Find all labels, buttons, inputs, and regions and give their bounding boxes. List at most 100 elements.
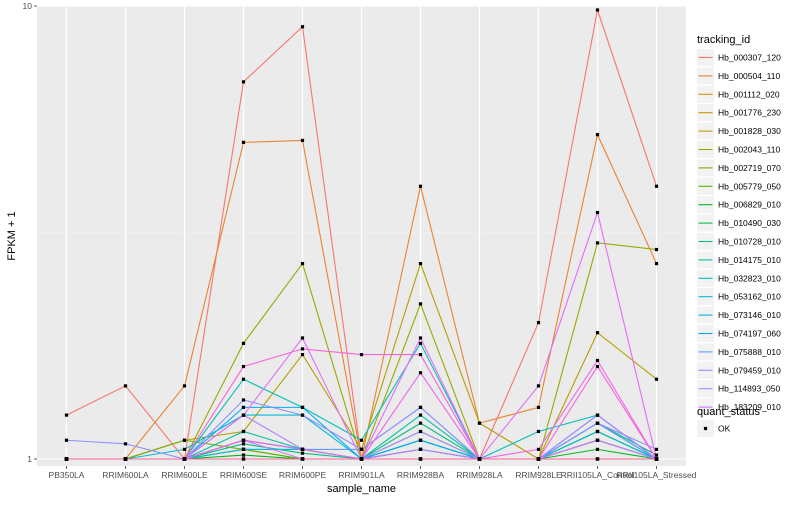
data-point xyxy=(595,413,600,417)
x-tick-label: RRIM901LA xyxy=(338,470,385,480)
data-point xyxy=(595,133,600,137)
legend-item-label: Hb_006829_010 xyxy=(718,200,781,210)
legend-item-label: Hb_000307_120 xyxy=(718,53,781,63)
data-point xyxy=(300,405,305,409)
data-point xyxy=(300,457,305,461)
legend-item-label: Hb_002043_110 xyxy=(718,145,781,155)
legend-item-label: Hb_079459_010 xyxy=(718,365,781,375)
data-point xyxy=(123,457,128,461)
x-tick-label: RRII105LA_Control xyxy=(561,470,635,480)
x-tick-label: RRIM600SE xyxy=(220,470,268,480)
data-point xyxy=(418,413,423,417)
data-point xyxy=(418,302,423,306)
legend-item-label: Hb_073146_010 xyxy=(718,310,781,320)
data-point xyxy=(595,364,600,369)
legend-item-label: Hb_001828_030 xyxy=(718,126,781,136)
data-point xyxy=(536,321,541,325)
x-tick-label: RRIM928BA xyxy=(397,470,445,480)
data-point xyxy=(300,447,305,451)
data-point xyxy=(595,447,600,451)
data-point xyxy=(418,184,423,188)
data-point xyxy=(241,413,246,417)
data-point xyxy=(654,247,659,252)
data-point xyxy=(418,421,423,425)
data-point xyxy=(418,429,423,434)
y-tick-label: 10 xyxy=(23,1,33,11)
data-point xyxy=(241,140,246,144)
data-point xyxy=(241,447,246,451)
data-point xyxy=(241,377,246,381)
data-point xyxy=(300,352,305,357)
data-point xyxy=(241,429,246,434)
x-tick-label: RRIM600PE xyxy=(279,470,327,480)
shape-legend-label: OK xyxy=(718,424,731,434)
legend-item-label: Hb_075888_010 xyxy=(718,347,781,357)
data-point xyxy=(300,413,305,417)
x-tick-label: RRII105LA_Stressed xyxy=(617,470,697,480)
axes: 1 10 PB350LA RRIM600LA RRIM600LE RRIM600SE RRI… xyxy=(23,1,697,480)
legend-title: tracking_id xyxy=(697,34,750,46)
data-point xyxy=(595,241,600,245)
data-point xyxy=(300,336,305,340)
legend-item-label: Hb_032823_010 xyxy=(718,273,781,283)
data-point xyxy=(359,447,364,451)
data-point xyxy=(241,438,246,442)
data-point xyxy=(418,341,423,345)
data-point xyxy=(595,8,600,12)
data-point xyxy=(595,210,600,215)
legend-item-label: Hb_000504_110 xyxy=(718,71,781,81)
data-point xyxy=(418,261,423,266)
legend-item-label: Hb_114893_050 xyxy=(718,384,781,394)
data-point xyxy=(241,405,246,409)
data-point xyxy=(654,184,659,188)
shape-legend: quant_status OK xyxy=(697,406,760,437)
data-point xyxy=(418,352,423,357)
x-tick-label: RRIM600LA xyxy=(102,470,149,480)
x-tick-label: RRIM600LE xyxy=(161,470,208,480)
data-point xyxy=(300,451,305,455)
data-point xyxy=(64,438,69,442)
legend-item-label: Hb_074197_060 xyxy=(718,329,781,339)
data-point xyxy=(536,405,541,409)
x-axis-title: sample_name xyxy=(327,483,396,495)
data-points xyxy=(64,8,659,461)
data-point xyxy=(418,438,423,442)
data-point xyxy=(654,453,659,457)
data-point xyxy=(241,398,246,402)
data-point xyxy=(241,364,246,369)
y-tick-label: 1 xyxy=(27,454,32,464)
y-axis-title: FPKM + 1 xyxy=(6,211,18,260)
data-point xyxy=(241,80,246,84)
legend-item-label: Hb_005779_050 xyxy=(718,181,781,191)
data-point xyxy=(595,457,600,461)
shape-legend-symbol xyxy=(703,426,708,431)
data-point xyxy=(536,447,541,451)
legend: tracking_id Hb_000307_120 Hb_000504_110 Hb… xyxy=(697,34,781,416)
data-point xyxy=(182,438,187,442)
data-point xyxy=(536,457,541,461)
data-point xyxy=(418,405,423,409)
legend-item-label: Hb_010728_010 xyxy=(718,237,781,247)
x-tick-label: RRIM928LA xyxy=(456,470,503,480)
data-point xyxy=(595,438,600,442)
data-point xyxy=(654,377,659,381)
data-point xyxy=(241,442,246,446)
x-tick-label: RRIM928LE xyxy=(515,470,562,480)
data-point xyxy=(536,429,541,434)
data-point xyxy=(300,261,305,266)
data-point xyxy=(654,261,659,266)
shape-legend-title: quant_status xyxy=(697,406,760,418)
data-point xyxy=(654,457,659,461)
data-point xyxy=(595,331,600,335)
data-point xyxy=(300,347,305,351)
legend-item-label: Hb_010490_030 xyxy=(718,218,781,228)
data-point xyxy=(300,138,305,143)
data-point xyxy=(477,421,482,425)
data-point xyxy=(241,341,246,345)
legend-item-label: Hb_001112_020 xyxy=(718,89,780,99)
data-point xyxy=(595,358,600,363)
legend-item-label: Hb_053162_010 xyxy=(718,292,781,302)
data-point xyxy=(241,453,246,457)
